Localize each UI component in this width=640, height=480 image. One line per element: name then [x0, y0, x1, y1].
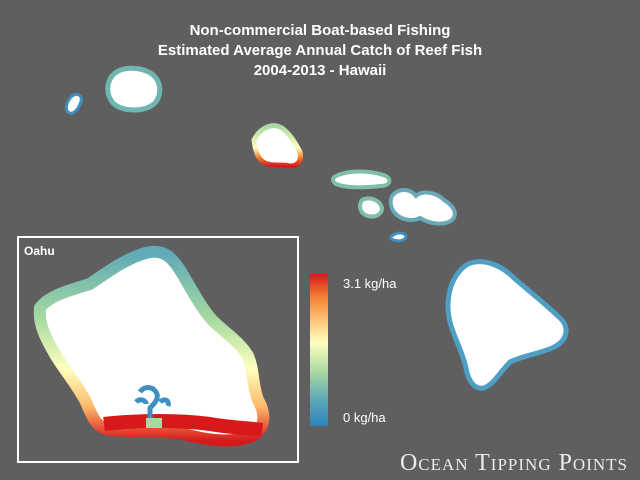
kauai-island [105, 65, 163, 113]
kahoolawe-island [389, 231, 408, 243]
lanai-island [358, 196, 385, 219]
legend-max-label: 3.1 kg/ha [343, 276, 397, 291]
legend-color-bar [310, 274, 328, 426]
south-shore-high-catch [103, 414, 264, 437]
inset-shoal [146, 418, 162, 428]
maui-island [388, 188, 457, 226]
map-title-line-1: Non-commercial Boat-based Fishing [189, 22, 451, 39]
map-title-line-2: Estimated Average Annual Catch of Reef F… [157, 42, 483, 59]
inset-label-oahu: Oahu [24, 244, 55, 258]
molokai-island [331, 169, 392, 190]
big-island-hawaii [445, 259, 569, 391]
pearl-harbor [134, 385, 171, 418]
oahu-inset-frame [17, 236, 299, 463]
oahu-inset-island [33, 245, 270, 447]
map-title-line-3: 2004-2013 - Hawaii [253, 62, 387, 79]
oahu-island-small [251, 123, 303, 169]
legend-min-label: 0 kg/ha [343, 410, 386, 425]
niihau-island [64, 92, 83, 115]
ocean-tipping-points-brand: Ocean Tipping Points [399, 450, 628, 476]
